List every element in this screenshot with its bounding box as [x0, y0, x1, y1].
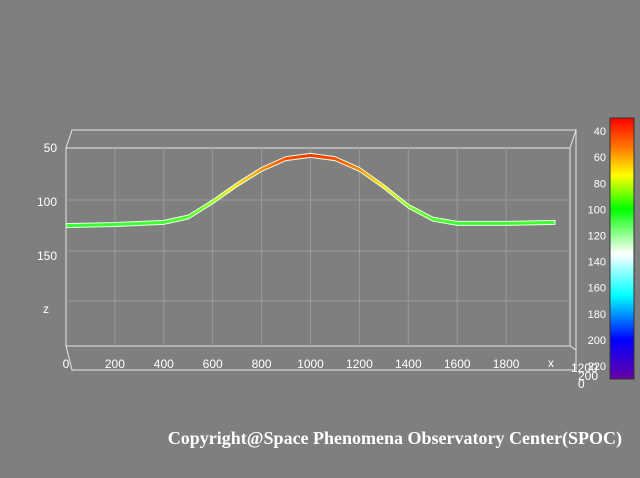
x-tick-label: 1000: [297, 357, 324, 371]
x-tick-label: 800: [252, 357, 272, 371]
x-tick-label: 1200: [346, 357, 373, 371]
surface-area: [65, 152, 556, 229]
z-axis-label: z: [43, 302, 49, 316]
y-tick-label: 1200: [571, 361, 598, 375]
x-tick-labels: 0 200 400 600 800 1000 1200 1400 1600 1800: [63, 357, 520, 371]
grid-lines: [66, 148, 570, 346]
colorbar-tick-label: 120: [588, 230, 606, 242]
x-tick-label: 0: [63, 357, 70, 371]
box-bottom-edge: [65, 345, 577, 371]
x-tick-label: 600: [203, 357, 223, 371]
box-top-edge: [65, 129, 577, 149]
x-tick-label: 200: [105, 357, 125, 371]
copyright-text: Copyright@Space Phenomena Observatory Ce…: [167, 428, 622, 448]
colorbar-tick-label: 160: [588, 283, 606, 295]
box-front-face: [65, 147, 571, 347]
x-tick-label: 400: [154, 357, 174, 371]
z-tick-label: 100: [37, 195, 57, 209]
box-right-edge: [569, 130, 577, 351]
x-axis-label: x: [548, 356, 554, 370]
x-tick-label: 1800: [493, 357, 520, 371]
y-tick-label: 200: [578, 369, 598, 383]
colorbar-tick-label: 140: [588, 257, 606, 269]
z-tick-label: 50: [44, 141, 58, 155]
colorbar-tick-label: 100: [588, 204, 606, 216]
colorbar-tick-label: 200: [588, 335, 606, 347]
colorbar-tick-label: 40: [594, 126, 606, 138]
x-tick-label: 1400: [395, 357, 422, 371]
colorbar-tick-label: 180: [588, 309, 606, 321]
x-tick-label: 1600: [444, 357, 471, 371]
z-tick-label: 150: [37, 249, 57, 263]
colorbar-tick-label: 80: [594, 178, 606, 190]
colorbar: [609, 117, 635, 380]
axis-box: [65, 129, 577, 371]
z-tick-labels: 50 100 150: [37, 141, 57, 263]
y-tick-label: 0: [578, 377, 585, 391]
colorbar-tick-label: 220: [588, 361, 606, 373]
colorbar-tick-label: 60: [594, 152, 606, 164]
colorbar-tick-labels: 40 60 80 100 120 140 160 180 200 220: [588, 126, 606, 373]
